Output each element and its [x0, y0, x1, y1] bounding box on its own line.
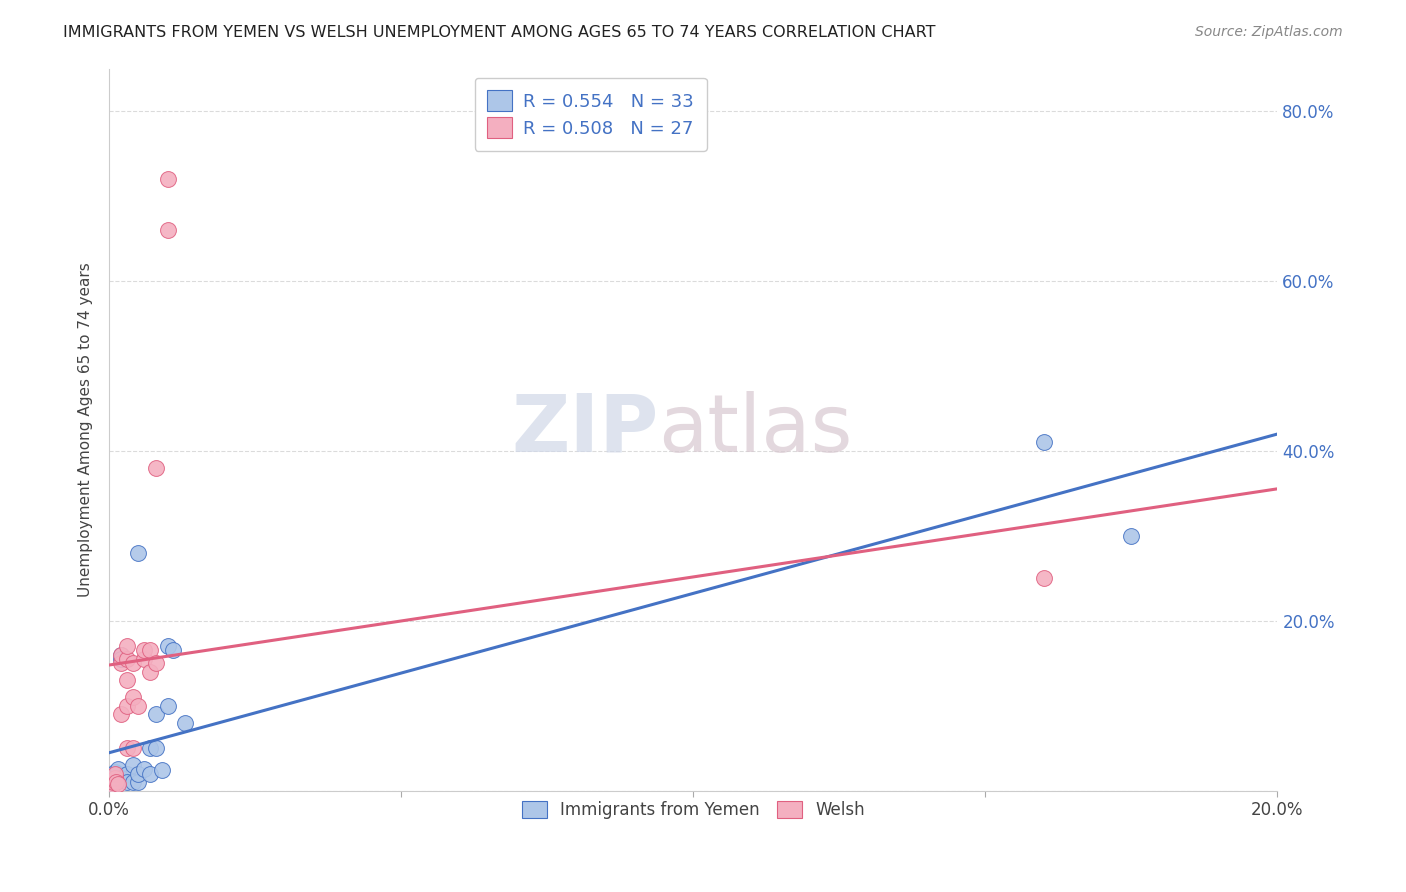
Point — [110, 771, 132, 785]
Point — [115, 673, 138, 688]
Point — [145, 707, 167, 722]
Point — [110, 652, 132, 666]
Point — [105, 775, 128, 789]
Point — [110, 707, 132, 722]
Point — [104, 768, 127, 782]
Point — [134, 643, 156, 657]
Point — [101, 777, 124, 791]
Point — [101, 780, 124, 794]
Point — [174, 715, 197, 730]
Point — [104, 766, 127, 780]
Point — [127, 766, 149, 780]
Point — [110, 648, 132, 662]
Point — [115, 698, 138, 713]
Point — [101, 780, 124, 794]
Point — [145, 656, 167, 670]
Point — [1032, 571, 1054, 585]
Point — [145, 460, 167, 475]
Point — [156, 698, 179, 713]
Point — [110, 656, 132, 670]
Point — [121, 690, 143, 705]
Point — [103, 775, 125, 789]
Point — [156, 639, 179, 653]
Point — [121, 775, 143, 789]
Text: atlas: atlas — [658, 391, 852, 468]
Point — [145, 741, 167, 756]
Text: Source: ZipAtlas.com: Source: ZipAtlas.com — [1195, 25, 1343, 39]
Point — [139, 665, 162, 679]
Point — [127, 546, 149, 560]
Point — [134, 652, 156, 666]
Point — [104, 771, 127, 785]
Point — [105, 775, 128, 789]
Point — [1121, 529, 1143, 543]
Point — [156, 172, 179, 186]
Point — [121, 656, 143, 670]
Point — [121, 758, 143, 772]
Point — [115, 741, 138, 756]
Point — [107, 777, 129, 791]
Point — [127, 698, 149, 713]
Point — [139, 766, 162, 780]
Text: IMMIGRANTS FROM YEMEN VS WELSH UNEMPLOYMENT AMONG AGES 65 TO 74 YEARS CORRELATIO: IMMIGRANTS FROM YEMEN VS WELSH UNEMPLOYM… — [63, 25, 936, 40]
Point — [103, 775, 125, 789]
Point — [162, 643, 184, 657]
Point — [115, 652, 138, 666]
Point — [134, 763, 156, 777]
Point — [104, 771, 127, 785]
Point — [115, 766, 138, 780]
Point — [139, 643, 162, 657]
Point — [103, 773, 125, 788]
Y-axis label: Unemployment Among Ages 65 to 74 years: Unemployment Among Ages 65 to 74 years — [79, 262, 93, 597]
Point — [156, 223, 179, 237]
Point — [127, 775, 149, 789]
Point — [110, 648, 132, 662]
Text: ZIP: ZIP — [510, 391, 658, 468]
Point — [139, 741, 162, 756]
Point — [150, 763, 173, 777]
Point — [121, 741, 143, 756]
Point — [104, 764, 127, 779]
Legend: Immigrants from Yemen, Welsh: Immigrants from Yemen, Welsh — [516, 794, 872, 826]
Point — [115, 775, 138, 789]
Point — [107, 763, 129, 777]
Point — [1032, 435, 1054, 450]
Point — [105, 771, 128, 785]
Point — [107, 766, 129, 780]
Point — [115, 639, 138, 653]
